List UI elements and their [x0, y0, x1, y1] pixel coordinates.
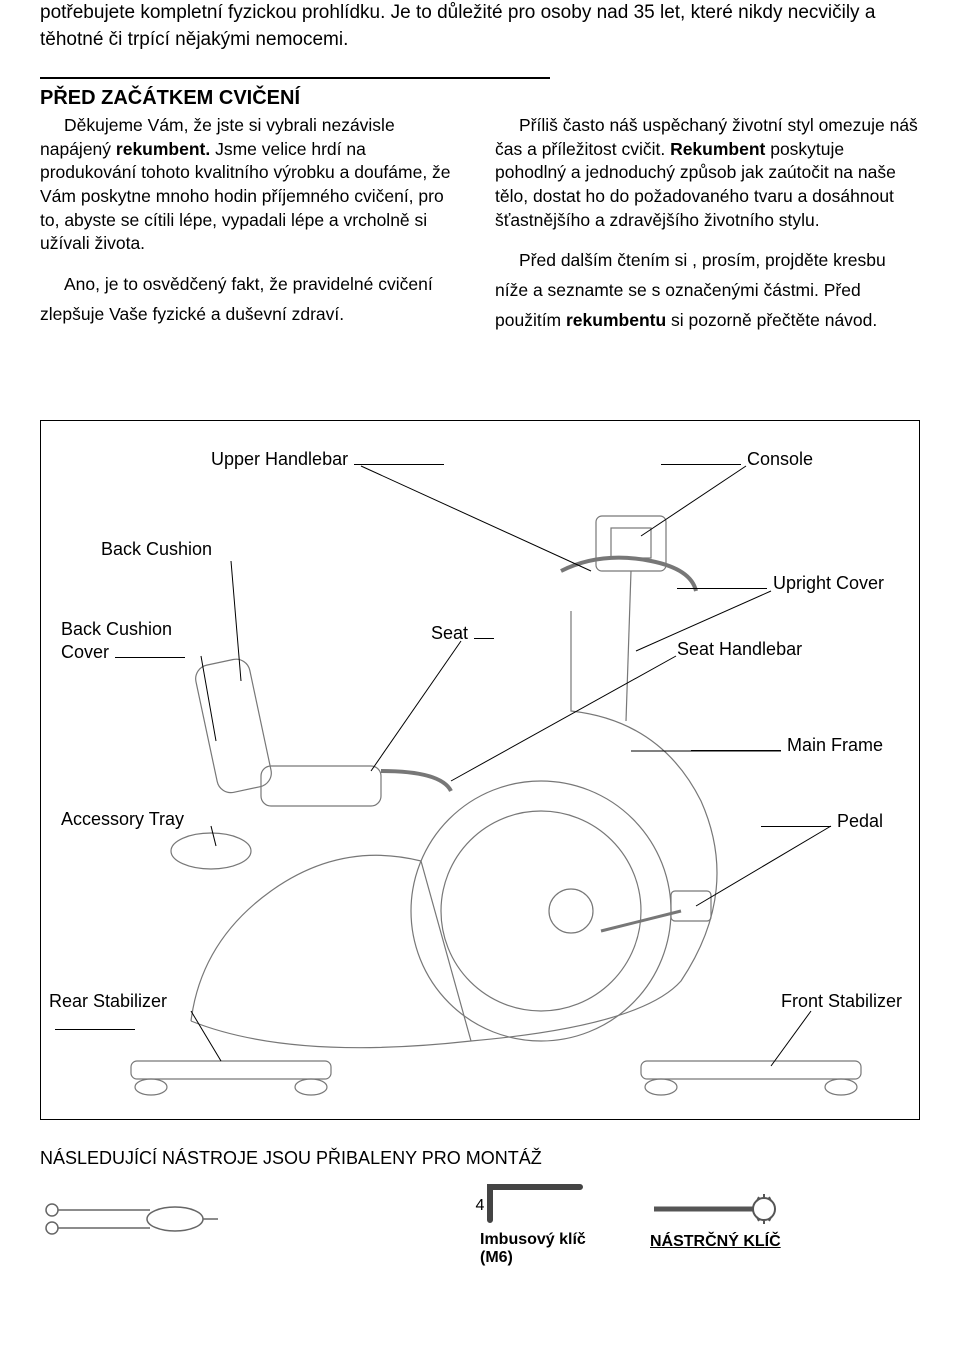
label-upper-handlebar: Upper Handlebar [211, 447, 444, 470]
label-seat: Seat [431, 621, 494, 644]
label-back-cushion: Back Cushion [101, 539, 212, 560]
label-pedal: Pedal [761, 809, 883, 832]
label-main-frame: Main Frame [691, 733, 883, 756]
tools-heading: NÁSLEDUJÍCÍ NÁSTROJE JSOU PŘIBALENY PRO … [40, 1148, 920, 1169]
label-seat-handlebar: Seat Handlebar [677, 639, 802, 660]
intro-paragraph: potřebujete kompletní fyzickou prohlídku… [40, 0, 920, 53]
section-title: PŘED ZAČÁTKEM CVIČENÍ [40, 87, 920, 110]
tool-hex-label: Imbusový klíč (M6) [480, 1231, 586, 1267]
parts-diagram: Upper Handlebar Console Back Cushion Upr… [40, 420, 920, 1120]
label-front-stabilizer: Front Stabilizer [781, 991, 902, 1012]
right-column: Příliš často náš uspěchaný životní styl … [495, 114, 920, 349]
label-back-cushion-cover: Back Cushion Cover [61, 619, 185, 663]
divider-line [40, 77, 550, 79]
label-accessory-tray: Accessory Tray [61, 809, 184, 830]
tool-hex-key: Imbusový klíč (M6) [480, 1175, 590, 1267]
left-column: Děkujeme Vám, že jste si vybrali nezávis… [40, 114, 465, 349]
left-p2: Ano, je to osvědčený fakt, že pravidelné… [40, 270, 465, 330]
tools-row: Imbusový klíč (M6) NÁSTRČNÝ KLÍČ [40, 1175, 920, 1267]
right-p1-b: Rekumbent [670, 139, 765, 159]
left-p1-b: rekumbent. [116, 139, 210, 159]
label-console: Console [661, 447, 813, 470]
bike-schematic [41, 421, 921, 1121]
right-p2-b: rekumbentu [566, 310, 666, 330]
label-upright-cover: Upright Cover [677, 571, 884, 594]
tool-socket-label: NÁSTRČNÝ KLÍČ [650, 1233, 781, 1251]
two-column-text: Děkujeme Vám, že jste si vybrali nezávis… [40, 114, 920, 349]
label-rear-stabilizer: Rear Stabilizer [49, 991, 167, 1035]
right-p2-c: si pozorně přečtěte návod. [666, 310, 877, 330]
page-number: 4 [40, 1197, 920, 1215]
